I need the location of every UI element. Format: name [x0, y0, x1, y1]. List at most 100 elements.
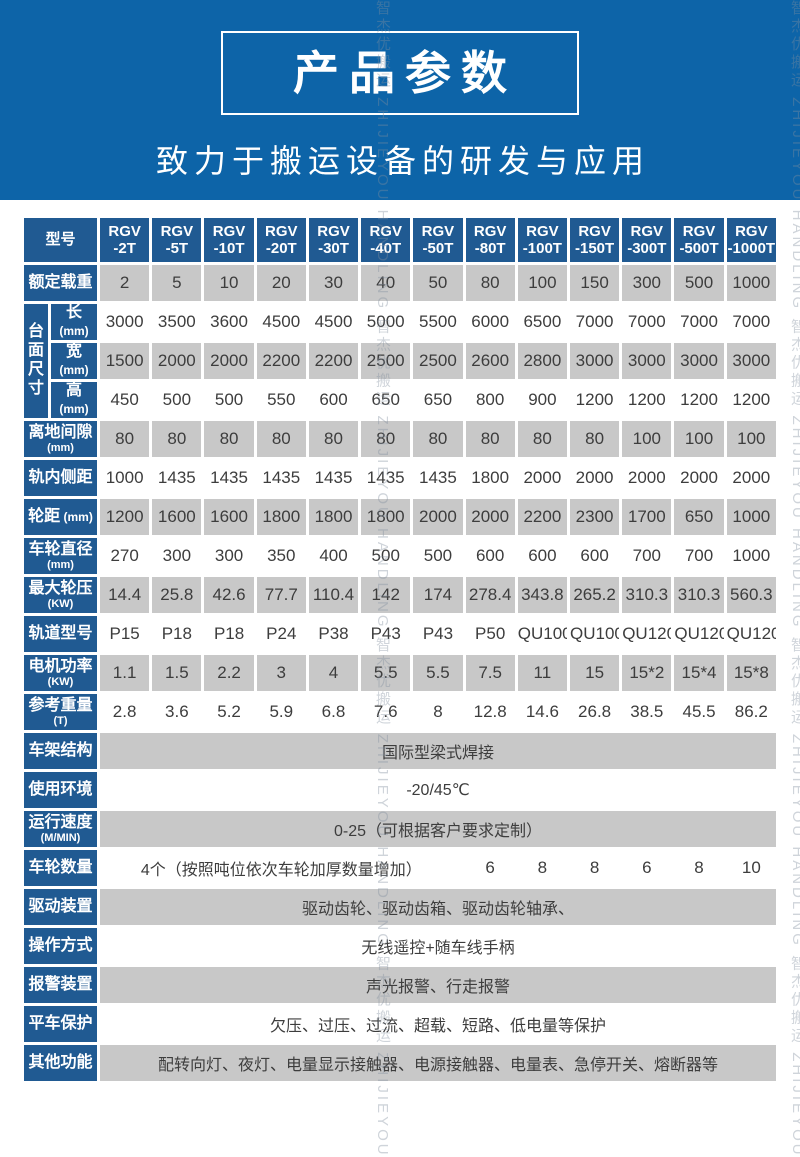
spec-cell: 400	[308, 538, 359, 574]
spec-cell: 11	[517, 655, 567, 691]
row-label: 轨内侧距	[24, 460, 98, 496]
model-suffix: -20T	[265, 240, 297, 257]
spec-cell: 1000	[726, 265, 776, 301]
spec-cell: 1800	[256, 499, 306, 535]
model-prefix: RGV	[682, 222, 716, 240]
spec-cell: 600	[308, 382, 359, 418]
spec-cell: QU120	[726, 616, 776, 652]
mixed-text-cell: 4个（按照吨位依次车轮加厚数量增加）	[100, 850, 463, 886]
spec-cell: 8	[569, 850, 620, 886]
spec-cell: 7.6	[361, 694, 411, 730]
spec-cell: 15*4	[674, 655, 724, 691]
spec-cell: 7000	[569, 304, 620, 340]
spec-cell: 270	[100, 538, 150, 574]
spec-cell: 80	[204, 421, 254, 457]
spec-cell: 142	[361, 577, 411, 613]
table-row: 额定载重 2 5 10 20 30 40 50 80 100 150 300 500 1000	[24, 265, 776, 301]
row-label: 平车保护	[24, 1006, 98, 1042]
spec-cell: 110.4	[308, 577, 359, 613]
row-label: 驱动装置	[24, 889, 98, 925]
col-header-model: RGV -150T	[569, 218, 620, 262]
spec-cell: 80	[152, 421, 202, 457]
spec-cell: 80	[308, 421, 359, 457]
table-row: 车轮数量 4个（按照吨位依次车轮加厚数量增加） 6 8 8 6 8 10	[24, 850, 776, 886]
row-label: 高 (mm)	[51, 382, 98, 418]
table-row: 轮距 (mm) 1200 1600 1600 1800 1800 1800 2000 2000 2…	[24, 499, 776, 535]
spec-cell: 650	[413, 382, 463, 418]
spec-cell: 3000	[726, 343, 776, 379]
spec-cell: 8	[413, 694, 463, 730]
spec-cell: 3.6	[152, 694, 202, 730]
spec-cell: 26.8	[569, 694, 620, 730]
span-cell: -20/45℃	[100, 772, 776, 808]
row-unit: (mm)	[60, 510, 93, 525]
spec-cell: 12.8	[465, 694, 515, 730]
spec-cell: 500	[674, 265, 724, 301]
span-cell: 配转向灯、夜灯、电量显示接触器、电源接触器、电量表、急停开关、熔断器等	[100, 1045, 776, 1081]
spec-cell: 8	[674, 850, 724, 886]
model-suffix: -2T	[113, 240, 136, 257]
spec-cell: 2000	[413, 499, 463, 535]
col-header-model: RGV -500T	[674, 218, 724, 262]
spec-cell: 80	[361, 421, 411, 457]
spec-cell: 650	[361, 382, 411, 418]
spec-cell: QU100	[517, 616, 567, 652]
spec-cell: 7000	[674, 304, 724, 340]
spec-cell: 2800	[517, 343, 567, 379]
spec-cell: 14.4	[100, 577, 150, 613]
model-suffix: -500T	[679, 240, 719, 257]
spec-cell: P50	[465, 616, 515, 652]
spec-cell: 14.6	[517, 694, 567, 730]
model-prefix: RGV	[108, 222, 141, 240]
col-header-model: RGV -40T	[361, 218, 411, 262]
row-unit: (KW)	[47, 597, 74, 610]
row-label: 最大轮压 (KW)	[24, 577, 98, 613]
spec-cell: 100	[622, 421, 672, 457]
spec-cell: P43	[413, 616, 463, 652]
spec-cell: 5.2	[204, 694, 254, 730]
span-cell: 欠压、过压、过流、超载、短路、低电量等保护	[100, 1006, 776, 1042]
spec-cell: 7000	[726, 304, 776, 340]
spec-cell: 2000	[465, 499, 515, 535]
row-unit: (mm)	[59, 363, 89, 377]
spec-cell: 42.6	[204, 577, 254, 613]
spec-cell: 1200	[569, 382, 620, 418]
col-header-model: RGV -30T	[308, 218, 359, 262]
spec-cell: 1800	[361, 499, 411, 535]
row-label: 离地间隙 (mm)	[24, 421, 98, 457]
spec-cell: P18	[204, 616, 254, 652]
spec-cell: 25.8	[152, 577, 202, 613]
spec-cell: QU100	[569, 616, 620, 652]
spec-cell: 6500	[517, 304, 567, 340]
spec-cell: 80	[256, 421, 306, 457]
table-row: 宽 (mm) 1500 2000 2000 2200 2200 2500 2500 2600 28…	[24, 343, 776, 379]
spec-cell: 278.4	[465, 577, 515, 613]
row-label: 其他功能	[24, 1045, 98, 1081]
spec-cell: 2500	[361, 343, 411, 379]
model-suffix: -100T	[522, 240, 562, 257]
spec-cell: 38.5	[622, 694, 672, 730]
spec-cell: 2300	[569, 499, 620, 535]
spec-cell: 3000	[622, 343, 672, 379]
spec-cell: 1700	[622, 499, 672, 535]
spec-cell: 1435	[308, 460, 359, 496]
group-char: 台	[27, 323, 44, 341]
spec-cell: 550	[256, 382, 306, 418]
model-prefix: RGV	[421, 222, 455, 240]
spec-cell: 174	[413, 577, 463, 613]
model-prefix: RGV	[265, 222, 298, 240]
row-unit: (M/MIN)	[40, 831, 81, 844]
spec-cell: 2500	[413, 343, 463, 379]
spec-cell: 5000	[361, 304, 411, 340]
spec-cell: 80	[465, 265, 515, 301]
spec-cell: 2000	[517, 460, 567, 496]
spec-cell: 500	[413, 538, 463, 574]
spec-cell: 3000	[569, 343, 620, 379]
spec-cell: 1500	[100, 343, 150, 379]
spec-cell: 80	[413, 421, 463, 457]
spec-cell: 3000	[674, 343, 724, 379]
spec-cell: 80	[465, 421, 515, 457]
table-row: 高 (mm) 450 500 500 550 600 650 650 800 900 1200 120…	[24, 382, 776, 418]
spec-cell: 343.8	[517, 577, 567, 613]
spec-cell: 1800	[465, 460, 515, 496]
